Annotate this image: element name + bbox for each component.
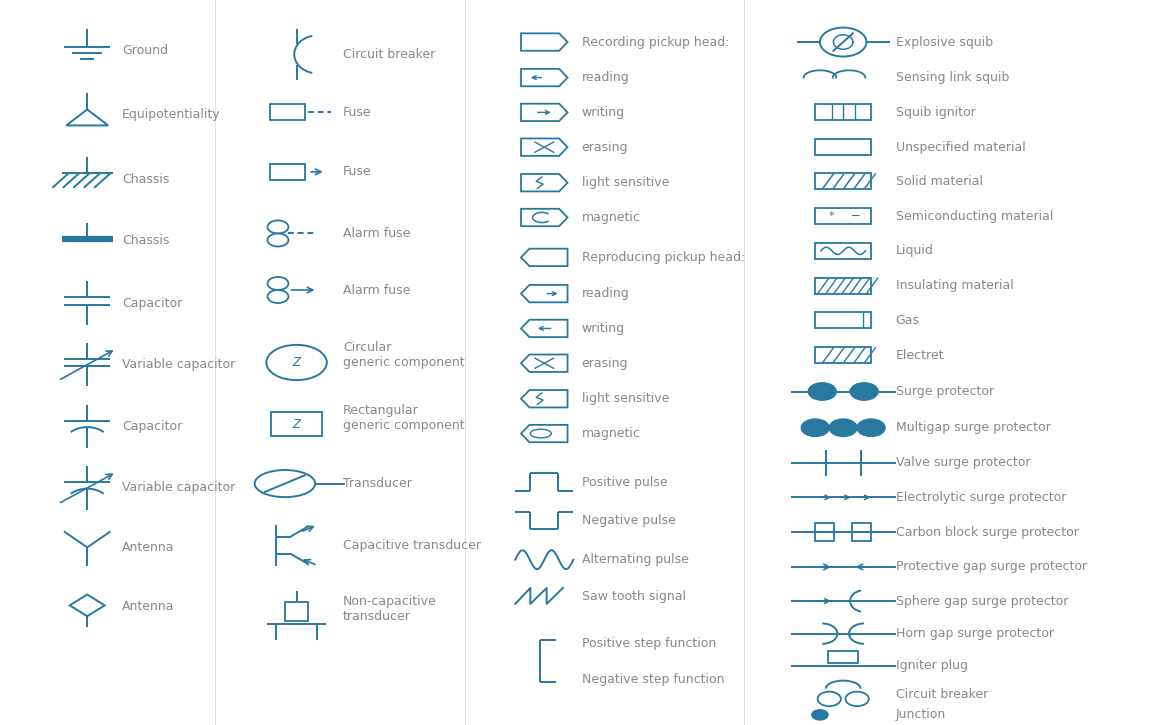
Text: Chassis: Chassis [122,234,170,247]
Bar [271,412,322,436]
Text: Multigap surge protector: Multigap surge protector [896,421,1050,434]
Text: Solid material: Solid material [896,175,983,188]
Text: Saw tooth signal: Saw tooth signal [582,590,685,603]
Text: magnetic: magnetic [582,427,641,440]
Text: *: * [829,211,834,221]
Text: Semiconducting material: Semiconducting material [896,210,1053,223]
Bar [285,602,308,621]
Text: Antenna: Antenna [122,541,174,554]
Text: Valve surge protector: Valve surge protector [896,456,1030,469]
Text: Carbon block surge protector: Carbon block surge protector [896,526,1078,539]
Text: Reproducing pickup head:: Reproducing pickup head: [582,251,744,264]
Text: Positive pulse: Positive pulse [582,476,668,489]
Text: Alarm fuse: Alarm fuse [343,227,411,240]
Text: Rectangular
generic component: Rectangular generic component [343,405,465,432]
Text: Insulating material: Insulating material [896,279,1013,292]
Text: Capacitor: Capacitor [122,297,183,310]
Circle shape [801,419,829,436]
Bar [815,208,871,224]
Bar [852,523,871,541]
Text: Sensing link squib: Sensing link squib [896,71,1008,84]
Text: Z: Z [293,418,300,431]
Text: Junction: Junction [896,708,946,721]
Text: ─: ─ [851,210,858,223]
Text: Capacitive transducer: Capacitive transducer [343,539,481,552]
Text: erasing: erasing [582,357,628,370]
Text: Explosive squib: Explosive squib [896,36,993,49]
Circle shape [808,383,836,400]
Circle shape [812,710,828,720]
Text: Negative pulse: Negative pulse [582,514,676,527]
Text: reading: reading [582,71,629,84]
Text: Z: Z [293,356,300,369]
Text: Horn gap surge protector: Horn gap surge protector [896,627,1054,640]
Text: Circuit breaker: Circuit breaker [343,48,435,61]
Text: Variable capacitor: Variable capacitor [122,358,235,371]
Text: writing: writing [582,322,625,335]
Text: Electret: Electret [896,349,944,362]
Text: Antenna: Antenna [122,600,174,613]
Bar [815,523,834,541]
Text: Chassis: Chassis [122,173,170,186]
Text: Variable capacitor: Variable capacitor [122,481,235,494]
Bar [815,104,871,120]
Text: light sensitive: light sensitive [582,392,669,405]
Bar [815,278,871,294]
Text: Surge protector: Surge protector [896,385,993,398]
Text: Liquid: Liquid [896,244,934,257]
Bar [270,164,305,180]
Text: Transducer: Transducer [343,477,412,490]
Circle shape [829,419,857,436]
Bar [815,347,871,363]
Text: Non-capacitive
transducer: Non-capacitive transducer [343,595,437,623]
Text: Fuse: Fuse [343,165,372,178]
Text: light sensitive: light sensitive [582,176,669,189]
Bar [828,651,858,663]
Text: reading: reading [582,287,629,300]
Circle shape [857,419,885,436]
Text: Recording pickup head:: Recording pickup head: [582,36,729,49]
Bar [270,104,305,120]
Text: Unspecified material: Unspecified material [896,141,1026,154]
Text: Equipotentiality: Equipotentiality [122,108,221,121]
Text: erasing: erasing [582,141,628,154]
Text: Circuit breaker: Circuit breaker [896,688,987,701]
Text: Positive step function: Positive step function [582,637,715,650]
Text: Alarm fuse: Alarm fuse [343,283,411,297]
Text: Capacitor: Capacitor [122,420,183,433]
Text: magnetic: magnetic [582,211,641,224]
Text: Protective gap surge protector: Protective gap surge protector [896,560,1086,573]
Bar [815,243,871,259]
Text: Circular
generic component: Circular generic component [343,341,465,369]
Text: Squib ignitor: Squib ignitor [896,106,976,119]
Bar [815,139,871,155]
Text: Igniter plug: Igniter plug [896,659,968,672]
Text: Sphere gap surge protector: Sphere gap surge protector [896,594,1068,608]
Bar [815,173,871,189]
Text: Electrolytic surge protector: Electrolytic surge protector [896,491,1065,504]
Text: Fuse: Fuse [343,106,372,119]
Text: writing: writing [582,106,625,119]
Bar [815,312,871,328]
Text: Ground: Ground [122,44,169,57]
Text: Gas: Gas [896,314,920,327]
Text: Alternating pulse: Alternating pulse [582,553,688,566]
Circle shape [850,383,878,400]
Text: Negative step function: Negative step function [582,673,725,686]
